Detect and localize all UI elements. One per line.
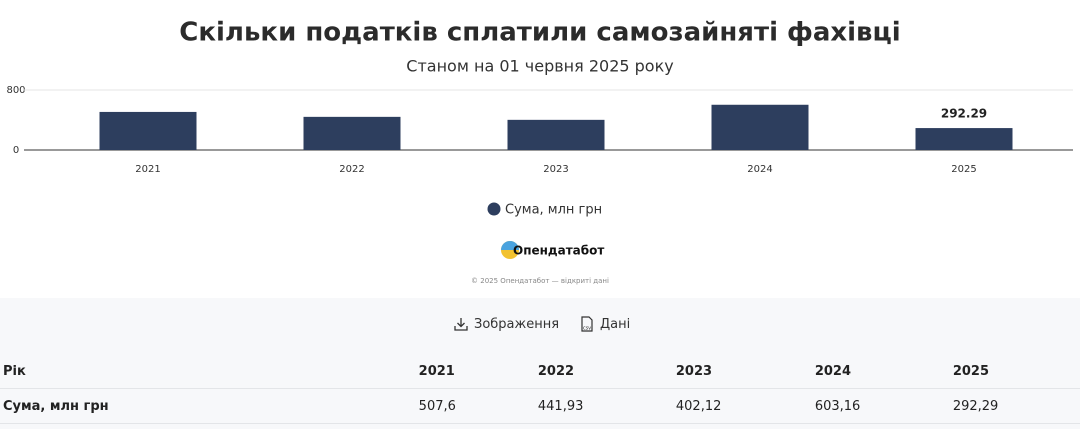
table-cell: 2023 [672,354,812,389]
bar [507,119,605,150]
x-tick-label: 2025 [951,164,976,175]
data-label: 292.29 [941,107,987,121]
table-cell: 2022 [534,354,673,389]
table-cell: 2024 [811,354,950,389]
table-cell: 441,93 [534,388,673,424]
bar [303,116,401,150]
legend-label: Сума, млн грн [505,203,602,218]
table-cell: 603,16 [811,388,950,424]
x-tick-label: 2023 [543,164,568,175]
y-tick-label: 0 [13,145,19,156]
download-icon [454,318,468,331]
table-cell: 507,6 [415,388,535,424]
chart-title: Скільки податків сплатили самозайняті фа… [179,18,900,48]
legend-swatch [487,202,501,216]
x-tick-label: 2024 [747,164,772,175]
bar [915,128,1013,150]
svg-text:csv: csv [583,326,591,332]
table-row: Сума, млн грн 507,6 441,93 402,12 603,16 292,… [0,388,1080,424]
data-table: Рік 2021 2022 2023 2024 2025 Сума, млн грн 507,… [0,354,1080,424]
table-cell: 2021 [415,354,535,389]
bar [99,111,197,150]
table-cell: 2025 [949,354,1080,389]
table-cell: 292,29 [949,388,1080,424]
table-cell: 402,12 [672,388,812,424]
bar [711,104,809,150]
chart: Скільки податків сплатили самозайняті фа… [6,18,1073,285]
button-label: Зображення [474,316,560,332]
copyright: © 2025 Опендатабот — відкриті дані [471,277,609,285]
data-panel: Зображення csv Дані Рік 2021 2022 2023 2024 2… [0,298,1080,429]
table-row: Рік 2021 2022 2023 2024 2025 [0,354,1080,389]
csv-icon: csv [581,316,593,332]
download-image-button[interactable]: Зображення [453,316,559,332]
x-tick-label: 2022 [339,164,364,175]
x-tick-label: 2021 [135,164,160,175]
y-tick-label: 800 [6,85,25,96]
download-data-button[interactable]: csv Дані [579,316,630,332]
logo: Опендатабот [513,244,604,258]
row-label: Рік [0,354,416,389]
logo-icon-top [501,241,519,250]
button-label: Дані [600,316,631,332]
chart-subtitle: Станом на 01 червня 2025 року [406,57,673,76]
row-label: Сума, млн грн [0,388,416,424]
